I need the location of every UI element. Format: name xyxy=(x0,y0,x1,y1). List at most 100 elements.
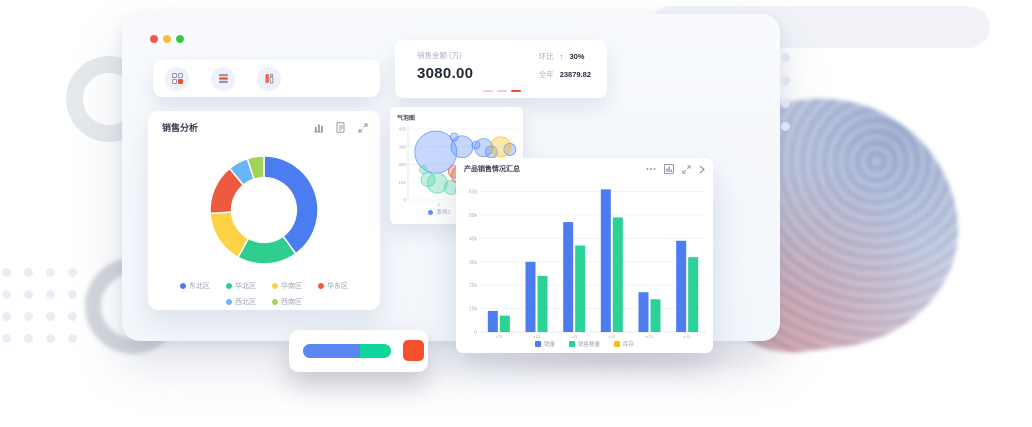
metric-value: 23879.82 xyxy=(559,70,591,79)
bar-销售数量-6月[interactable] xyxy=(688,257,699,332)
svg-text:1月: 1月 xyxy=(495,336,503,338)
svg-text:40k: 40k xyxy=(469,236,478,242)
stat-label: 销售金额 (万) xyxy=(417,51,462,60)
expand-button[interactable] xyxy=(358,123,368,133)
report-icon xyxy=(336,122,345,133)
more-button[interactable] xyxy=(646,165,656,173)
metric-label: 全年 xyxy=(538,70,554,79)
carousel-dashes[interactable] xyxy=(483,89,521,92)
svg-text:50k: 50k xyxy=(469,213,478,219)
bar-legend-item[interactable]: 销量 xyxy=(534,340,555,348)
bubble-point[interactable] xyxy=(471,140,481,150)
maximize-light[interactable] xyxy=(176,35,184,43)
expand-icon xyxy=(358,123,368,132)
donut-slice-东北区[interactable] xyxy=(263,155,319,255)
bubble-point[interactable] xyxy=(426,172,448,194)
bubble-point[interactable] xyxy=(450,135,474,159)
progress-bar xyxy=(303,344,391,358)
bar-legend: 销量 销售数量 库存 xyxy=(456,340,713,348)
donut-legend-item[interactable]: 东北区 xyxy=(180,281,210,291)
sales-analysis-card: 销售分析 xyxy=(148,111,380,310)
bar-legend-item[interactable]: 库存 xyxy=(614,340,634,348)
minimize-light[interactable] xyxy=(163,35,171,43)
card-title: 销售分析 xyxy=(162,123,199,133)
chart-button[interactable] xyxy=(257,66,281,91)
bar-销量-5月[interactable] xyxy=(638,292,649,332)
histogram-button[interactable] xyxy=(313,123,324,133)
svg-text:20k: 20k xyxy=(469,283,478,289)
donut-legend: 东北区 华北区 华南区 华东区西北区 西南区 xyxy=(164,281,364,307)
stop-button[interactable] xyxy=(403,340,424,361)
svg-text:2月: 2月 xyxy=(533,336,541,338)
svg-text:30k: 30k xyxy=(469,260,478,266)
svg-text:100: 100 xyxy=(398,180,406,185)
svg-text:1: 1 xyxy=(438,202,441,207)
layers-button[interactable] xyxy=(211,66,235,91)
window-traffic-lights xyxy=(150,35,184,43)
svg-text:60k: 60k xyxy=(469,190,478,196)
bar-销售数量-1月[interactable] xyxy=(499,315,510,332)
bubble-legend-item[interactable]: 系列1 xyxy=(428,208,451,216)
bar-销售数量-3月[interactable] xyxy=(575,245,586,332)
next-button[interactable] xyxy=(699,165,705,174)
bar-legend-item[interactable]: 销售数量 xyxy=(568,340,600,348)
stat-metrics: 环比 ↑ 30% 全年 23879.82 xyxy=(539,51,591,87)
donut-legend-item[interactable]: 华东区 xyxy=(318,281,348,291)
bubble-point[interactable] xyxy=(449,132,459,142)
arrow-up-icon: ↑ xyxy=(559,52,564,61)
card-title: 产品销售情况汇总 xyxy=(464,166,520,173)
grid-button[interactable] xyxy=(165,66,189,91)
card-title: 气泡图 xyxy=(397,116,416,122)
expand-button[interactable] xyxy=(682,164,691,174)
donut-legend-item[interactable]: 华南区 xyxy=(272,281,302,291)
metric-label: 环比 xyxy=(538,52,554,61)
svg-text:4月: 4月 xyxy=(608,336,616,338)
bar-销售数量-5月[interactable] xyxy=(650,299,661,332)
chart-type-button[interactable] xyxy=(664,164,674,174)
toolbar-card xyxy=(153,60,380,97)
donut-legend-item[interactable]: 西南区 xyxy=(272,297,302,307)
stat-value: 3080.00 xyxy=(417,65,474,82)
decor-dots-grid xyxy=(2,268,77,343)
bar-销量-4月[interactable] xyxy=(600,189,611,332)
svg-text:5月: 5月 xyxy=(646,336,654,338)
bar-chart-card: 产品销售情况汇总 xyxy=(456,158,713,353)
progress-segment xyxy=(303,344,361,358)
donut-legend-item[interactable]: 华北区 xyxy=(226,281,256,291)
progress-card xyxy=(289,330,428,372)
progress-segment xyxy=(360,344,391,358)
svg-text:10k: 10k xyxy=(469,307,478,313)
svg-text:400: 400 xyxy=(398,127,406,132)
donut-slice-西南区[interactable] xyxy=(246,155,265,181)
chevron-right-icon xyxy=(699,165,705,173)
metric-value: 30% xyxy=(569,52,585,61)
svg-text:0: 0 xyxy=(403,198,406,203)
close-light[interactable] xyxy=(150,35,158,43)
bar-销售数量-4月[interactable] xyxy=(612,217,623,332)
bar-销量-1月[interactable] xyxy=(487,310,498,332)
expand-icon xyxy=(682,164,691,174)
bar-销量-3月[interactable] xyxy=(563,222,574,332)
stat-card: 销售金额 (万) 3080.00 环比 ↑ 30% 全年 23879.82 xyxy=(395,40,607,98)
bubble-point[interactable] xyxy=(490,136,511,158)
donut-legend-item[interactable]: 西北区 xyxy=(226,297,256,307)
bubble-chart: 4003002001000123 xyxy=(398,125,517,207)
bar-销售数量-2月[interactable] xyxy=(537,275,548,332)
grid-icon xyxy=(171,73,183,84)
bubble-point[interactable] xyxy=(419,165,428,175)
svg-text:6月: 6月 xyxy=(683,336,691,338)
bar-chart: 60k 50k 40k 30k 20k 10k 0 1月 2月 3月 4月 5月 6月 xyxy=(469,189,706,338)
bar-销量-6月[interactable] xyxy=(676,240,687,332)
report-button[interactable] xyxy=(336,122,346,133)
decor-dots-column xyxy=(781,53,790,131)
svg-text:3月: 3月 xyxy=(570,336,578,338)
more-icon xyxy=(646,168,656,170)
svg-text:300: 300 xyxy=(398,144,406,149)
chart-icon xyxy=(664,164,674,174)
metric-row: 全年 23879.82 xyxy=(539,69,591,80)
svg-text:200: 200 xyxy=(398,162,406,167)
bubble-point[interactable] xyxy=(474,138,493,158)
bar-销量-2月[interactable] xyxy=(525,261,536,332)
svg-text:0: 0 xyxy=(474,330,477,336)
